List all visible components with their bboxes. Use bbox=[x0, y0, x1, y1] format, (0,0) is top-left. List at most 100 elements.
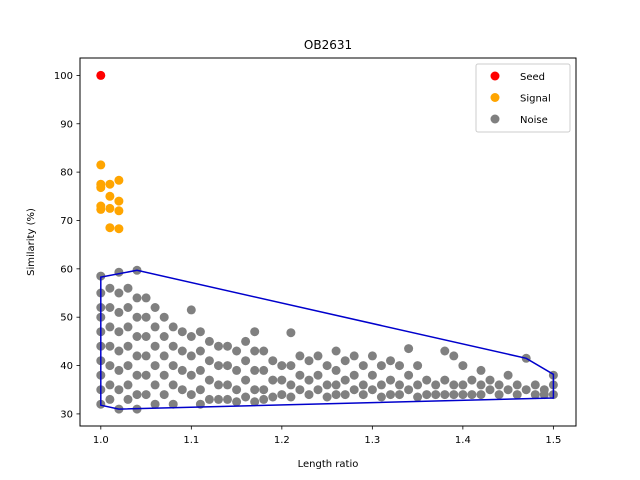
noise-point-163 bbox=[440, 375, 450, 385]
noise-point-41 bbox=[141, 312, 151, 322]
noise-point-79 bbox=[204, 394, 214, 404]
signal-point-4 bbox=[96, 204, 106, 214]
noise-point-120 bbox=[304, 390, 314, 400]
x-tick-label-2: 1.2 bbox=[274, 435, 290, 446]
noise-point-100 bbox=[250, 397, 260, 407]
noise-point-109 bbox=[277, 375, 287, 385]
noise-point-37 bbox=[132, 370, 142, 380]
y-tick-label-0: 30 bbox=[60, 409, 73, 420]
noise-point-107 bbox=[268, 392, 278, 402]
noise-point-50 bbox=[150, 380, 160, 390]
noise-point-43 bbox=[141, 351, 151, 361]
noise-point-103 bbox=[259, 385, 269, 395]
noise-point-111 bbox=[286, 328, 296, 338]
noise-point-93 bbox=[241, 356, 251, 366]
noise-point-71 bbox=[195, 327, 205, 337]
y-tick-label-4: 70 bbox=[60, 216, 73, 227]
noise-point-83 bbox=[214, 394, 223, 404]
noise-point-14 bbox=[105, 361, 115, 371]
noise-point-151 bbox=[395, 390, 404, 400]
noise-point-125 bbox=[322, 380, 332, 390]
noise-point-117 bbox=[295, 385, 305, 395]
noise-point-124 bbox=[322, 361, 332, 371]
noise-point-68 bbox=[186, 351, 196, 361]
x-tick-label-0: 1.0 bbox=[93, 435, 109, 446]
signal-point-12 bbox=[114, 224, 124, 234]
noise-point-170 bbox=[458, 390, 468, 400]
noise-point-166 bbox=[449, 380, 459, 390]
noise-point-115 bbox=[295, 351, 305, 361]
noise-point-167 bbox=[449, 390, 459, 400]
signal-point-8 bbox=[105, 223, 115, 233]
noise-point-22 bbox=[114, 365, 124, 375]
noise-point-25 bbox=[123, 283, 133, 293]
noise-point-186 bbox=[530, 380, 540, 390]
noise-point-156 bbox=[413, 380, 423, 390]
noise-point-31 bbox=[123, 394, 133, 404]
signal-point-9 bbox=[114, 175, 124, 185]
noise-point-157 bbox=[413, 392, 423, 402]
noise-point-126 bbox=[322, 392, 332, 402]
y-axis-label: Similarity (%) bbox=[26, 208, 37, 276]
noise-point-99 bbox=[250, 385, 260, 395]
y-tick-label-3: 60 bbox=[60, 264, 73, 275]
noise-point-42 bbox=[141, 332, 151, 341]
signal-point-6 bbox=[105, 191, 115, 201]
noise-point-97 bbox=[250, 346, 260, 356]
noise-point-53 bbox=[159, 332, 169, 341]
noise-point-159 bbox=[422, 390, 432, 400]
noise-point-96 bbox=[250, 327, 260, 337]
noise-point-110 bbox=[277, 390, 287, 400]
noise-point-178 bbox=[494, 380, 504, 390]
noise-point-44 bbox=[141, 370, 151, 380]
noise-point-35 bbox=[132, 332, 142, 341]
legend-label-noise: Noise bbox=[520, 115, 548, 126]
noise-point-78 bbox=[204, 375, 214, 385]
noise-point-70 bbox=[186, 390, 196, 400]
noise-point-165 bbox=[449, 351, 459, 361]
noise-point-18 bbox=[114, 288, 124, 298]
legend-marker-seed bbox=[490, 71, 500, 81]
noise-point-147 bbox=[386, 375, 395, 385]
noise-point-176 bbox=[485, 375, 495, 385]
noise-point-77 bbox=[204, 356, 214, 366]
x-tick-label-1: 1.1 bbox=[183, 435, 199, 446]
noise-point-189 bbox=[539, 390, 549, 400]
noise-point-86 bbox=[223, 380, 232, 390]
noise-point-40 bbox=[141, 293, 151, 303]
noise-point-67 bbox=[186, 332, 196, 341]
noise-point-154 bbox=[404, 385, 414, 395]
legend-marker-noise bbox=[490, 114, 500, 124]
noise-point-0 bbox=[96, 271, 106, 281]
noise-point-19 bbox=[114, 307, 124, 317]
x-axis-label: Length ratio bbox=[298, 459, 359, 470]
noise-point-179 bbox=[494, 390, 504, 400]
y-tick-label-6: 90 bbox=[60, 119, 73, 130]
noise-point-20 bbox=[114, 327, 124, 337]
x-tick-label-5: 1.5 bbox=[545, 435, 561, 446]
plot-marks bbox=[96, 70, 558, 414]
noise-point-168 bbox=[458, 361, 468, 371]
noise-point-146 bbox=[386, 356, 395, 366]
noise-point-65 bbox=[177, 385, 187, 395]
noise-point-63 bbox=[177, 346, 187, 356]
noise-point-152 bbox=[404, 344, 414, 354]
noise-point-160 bbox=[431, 380, 441, 390]
x-tick-label-3: 1.3 bbox=[364, 435, 380, 446]
noise-point-135 bbox=[349, 370, 359, 380]
noise-point-112 bbox=[286, 361, 296, 371]
legend-box bbox=[475, 63, 571, 133]
noise-point-138 bbox=[358, 380, 368, 390]
noise-point-80 bbox=[214, 341, 223, 351]
noise-point-64 bbox=[177, 365, 187, 375]
noise-point-134 bbox=[349, 351, 359, 361]
noise-point-116 bbox=[295, 370, 305, 380]
noise-point-91 bbox=[232, 397, 242, 407]
noise-point-98 bbox=[250, 365, 260, 375]
noise-point-90 bbox=[232, 385, 242, 395]
legend-label-signal: Signal bbox=[520, 94, 551, 105]
noise-point-169 bbox=[458, 380, 468, 390]
noise-point-143 bbox=[376, 361, 386, 371]
y-tick-label-5: 80 bbox=[60, 168, 73, 179]
